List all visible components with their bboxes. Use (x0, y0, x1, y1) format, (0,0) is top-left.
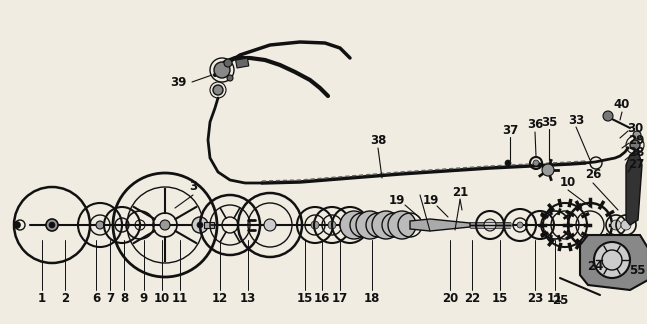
Text: 30: 30 (627, 122, 643, 134)
Text: 3: 3 (189, 180, 197, 193)
Circle shape (484, 219, 496, 231)
Circle shape (372, 211, 400, 239)
Circle shape (160, 220, 170, 230)
Circle shape (214, 62, 230, 78)
Circle shape (533, 160, 539, 166)
Text: 12: 12 (212, 292, 228, 305)
Circle shape (14, 222, 20, 228)
Circle shape (630, 140, 640, 150)
Text: 11: 11 (547, 292, 563, 305)
Circle shape (356, 211, 384, 239)
Circle shape (603, 111, 613, 121)
Polygon shape (580, 235, 647, 290)
Text: 33: 33 (568, 113, 584, 126)
Text: 29: 29 (628, 133, 644, 146)
Text: 27: 27 (628, 158, 644, 171)
Text: 16: 16 (314, 292, 330, 305)
Text: 55: 55 (629, 263, 645, 276)
Circle shape (505, 160, 511, 166)
Text: 39: 39 (170, 75, 186, 88)
Text: 28: 28 (628, 146, 644, 159)
Circle shape (346, 221, 354, 229)
Circle shape (96, 221, 104, 229)
Circle shape (517, 222, 523, 228)
Text: 20: 20 (442, 292, 458, 305)
Bar (236, 58, 249, 68)
Text: 2: 2 (61, 292, 69, 305)
Text: 37: 37 (502, 123, 518, 136)
Polygon shape (410, 219, 470, 231)
Text: 19: 19 (389, 193, 405, 206)
Circle shape (49, 222, 55, 228)
Circle shape (542, 164, 554, 176)
Text: 18: 18 (364, 292, 380, 305)
Circle shape (197, 222, 203, 228)
Text: 11: 11 (172, 292, 188, 305)
Circle shape (224, 59, 232, 67)
Circle shape (611, 220, 621, 230)
Circle shape (594, 242, 630, 278)
Circle shape (328, 221, 336, 229)
Text: 10: 10 (560, 176, 576, 189)
Text: 23: 23 (527, 292, 543, 305)
Text: 24: 24 (587, 260, 603, 273)
Text: 19: 19 (422, 193, 439, 206)
Text: 36: 36 (527, 119, 543, 132)
Text: 17: 17 (332, 292, 348, 305)
Circle shape (213, 85, 223, 95)
Circle shape (192, 217, 208, 233)
Text: 1: 1 (38, 292, 46, 305)
Text: 7: 7 (106, 292, 114, 305)
Circle shape (227, 75, 233, 81)
Text: 13: 13 (240, 292, 256, 305)
Text: 10: 10 (154, 292, 170, 305)
Text: 21: 21 (452, 186, 468, 199)
Text: 6: 6 (92, 292, 100, 305)
Circle shape (46, 219, 58, 231)
Text: 22: 22 (464, 292, 480, 305)
Text: 35: 35 (541, 115, 557, 129)
Circle shape (388, 211, 416, 239)
Bar (204, 222, 214, 228)
Text: 8: 8 (120, 292, 128, 305)
Text: 9: 9 (140, 292, 148, 305)
Circle shape (621, 220, 631, 230)
Text: 26: 26 (585, 168, 601, 181)
Text: 38: 38 (370, 133, 386, 146)
Circle shape (633, 131, 641, 139)
Polygon shape (626, 150, 642, 225)
Text: 40: 40 (614, 98, 630, 111)
Text: 15: 15 (297, 292, 313, 305)
Circle shape (264, 219, 276, 231)
Circle shape (311, 221, 319, 229)
Circle shape (340, 211, 368, 239)
Text: 15: 15 (492, 292, 508, 305)
Text: 25: 25 (552, 294, 568, 307)
